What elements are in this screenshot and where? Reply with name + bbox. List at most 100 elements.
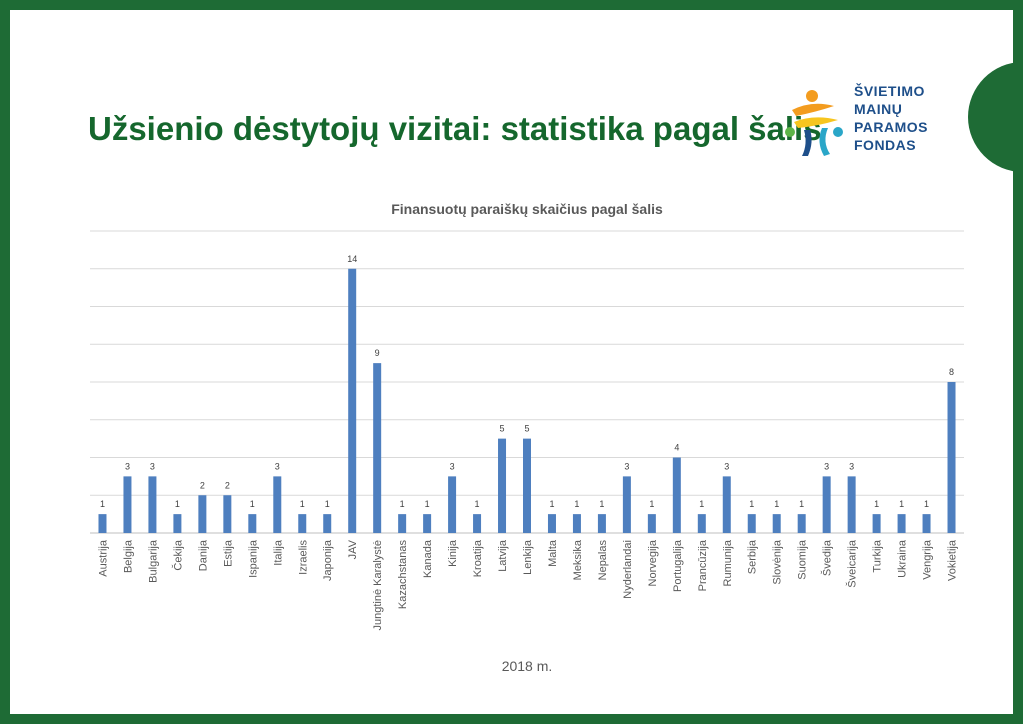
bar xyxy=(797,514,806,533)
bar xyxy=(572,514,581,533)
bar xyxy=(722,476,731,533)
category-label: Estija xyxy=(222,539,234,567)
bar-value-label: 1 xyxy=(799,499,804,509)
category-label: Čekija xyxy=(171,539,184,570)
bar-value-label: 5 xyxy=(524,424,529,434)
bar xyxy=(947,382,956,533)
category-label: Vokietija xyxy=(947,539,959,581)
category-label: Nyderlandai xyxy=(622,540,634,599)
bar xyxy=(223,495,232,533)
page-title: Užsienio dėstytojų vizitai: statistika p… xyxy=(88,110,822,147)
bar xyxy=(747,514,756,533)
bar-value-label: 3 xyxy=(150,461,155,471)
bar-value-label: 1 xyxy=(549,499,554,509)
bar-value-label: 9 xyxy=(375,348,380,358)
bar xyxy=(922,514,931,533)
bar-value-label: 1 xyxy=(300,499,305,509)
bar xyxy=(273,476,282,533)
bar-value-label: 1 xyxy=(325,499,330,509)
bar xyxy=(498,438,507,533)
bar-value-label: 3 xyxy=(450,461,455,471)
bar-value-label: 3 xyxy=(125,461,130,471)
category-label: Nepalas xyxy=(597,540,609,581)
bar-value-label: 1 xyxy=(599,499,604,509)
bar-value-label: 3 xyxy=(624,461,629,471)
category-label: Austrija xyxy=(97,539,109,577)
bar xyxy=(622,476,631,533)
bar xyxy=(148,476,157,533)
category-label: Slovėnija xyxy=(772,539,784,585)
category-label: Belgija xyxy=(122,539,134,573)
bar-value-label: 8 xyxy=(949,367,954,377)
category-label: Ispanija xyxy=(247,539,259,578)
bar-value-label: 1 xyxy=(100,499,105,509)
category-label: Šveicarija xyxy=(846,539,859,588)
bar xyxy=(298,514,307,533)
category-label: Kazachstanas xyxy=(397,540,409,610)
bar xyxy=(248,514,257,533)
bar-value-label: 1 xyxy=(699,499,704,509)
category-label: Jungtinė Karalystė xyxy=(372,540,384,631)
bar xyxy=(672,457,681,533)
category-label: Japonija xyxy=(322,539,334,581)
category-label: Ukraina xyxy=(897,539,909,578)
category-label: Rumunija xyxy=(722,539,734,586)
bar-value-label: 14 xyxy=(347,254,357,264)
category-label: Malta xyxy=(547,539,559,567)
logo-mark-icon xyxy=(785,90,843,156)
bar-value-label: 1 xyxy=(250,499,255,509)
category-label: Portugalija xyxy=(672,539,684,592)
bar xyxy=(872,514,881,533)
category-label: Švedija xyxy=(821,539,834,576)
bar xyxy=(697,514,706,533)
bar xyxy=(198,495,207,533)
bar xyxy=(897,514,906,533)
bar-value-label: 1 xyxy=(175,499,180,509)
category-label: Kanada xyxy=(422,539,434,578)
bar-value-label: 4 xyxy=(674,443,679,453)
logo-line: ŠVIETIMO xyxy=(854,83,925,99)
bar xyxy=(173,514,182,533)
category-label: JAV xyxy=(347,539,359,559)
bar xyxy=(98,514,107,533)
bar xyxy=(473,514,482,533)
bar-chart: Finansuotų paraiškų skaičius pagal šalis… xyxy=(90,201,964,674)
bar xyxy=(547,514,556,533)
bar xyxy=(348,268,357,533)
logo-text: ŠVIETIMO MAINŲ PARAMOS FONDAS xyxy=(854,82,928,154)
bar-value-label: 3 xyxy=(849,461,854,471)
bar xyxy=(597,514,606,533)
category-label: Prancūzija xyxy=(697,539,709,591)
category-label: Turkija xyxy=(872,539,884,572)
category-label: Suomija xyxy=(797,539,809,580)
bar-value-label: 1 xyxy=(924,499,929,509)
category-label: Kroatija xyxy=(472,539,484,577)
bar-value-label: 1 xyxy=(425,499,430,509)
logo-line: MAINŲ xyxy=(854,101,903,117)
bar xyxy=(423,514,432,533)
bar xyxy=(647,514,656,533)
bar-value-label: 2 xyxy=(200,480,205,490)
logo-line: PARAMOS xyxy=(854,119,929,135)
bar xyxy=(323,514,332,533)
bar-value-label: 5 xyxy=(500,424,505,434)
bar-value-label: 3 xyxy=(824,461,829,471)
bar xyxy=(772,514,781,533)
bar-value-label: 1 xyxy=(649,499,654,509)
bar xyxy=(847,476,856,533)
slide: Užsienio dėstytojų vizitai: statistika p… xyxy=(10,10,1013,714)
category-label: Izraelis xyxy=(297,540,309,575)
chart-bars xyxy=(98,268,956,533)
category-label: Serbija xyxy=(747,539,759,574)
category-label: Italija xyxy=(272,539,284,566)
bar-value-label: 1 xyxy=(400,499,405,509)
category-label: Meksika xyxy=(572,539,584,580)
bar xyxy=(373,363,382,533)
logo-line: FONDAS xyxy=(854,137,917,153)
bar xyxy=(523,438,531,533)
bar-value-label: 3 xyxy=(275,461,280,471)
category-label: Danija xyxy=(197,539,209,571)
category-label: Norvegija xyxy=(647,539,659,586)
bar xyxy=(123,476,132,533)
